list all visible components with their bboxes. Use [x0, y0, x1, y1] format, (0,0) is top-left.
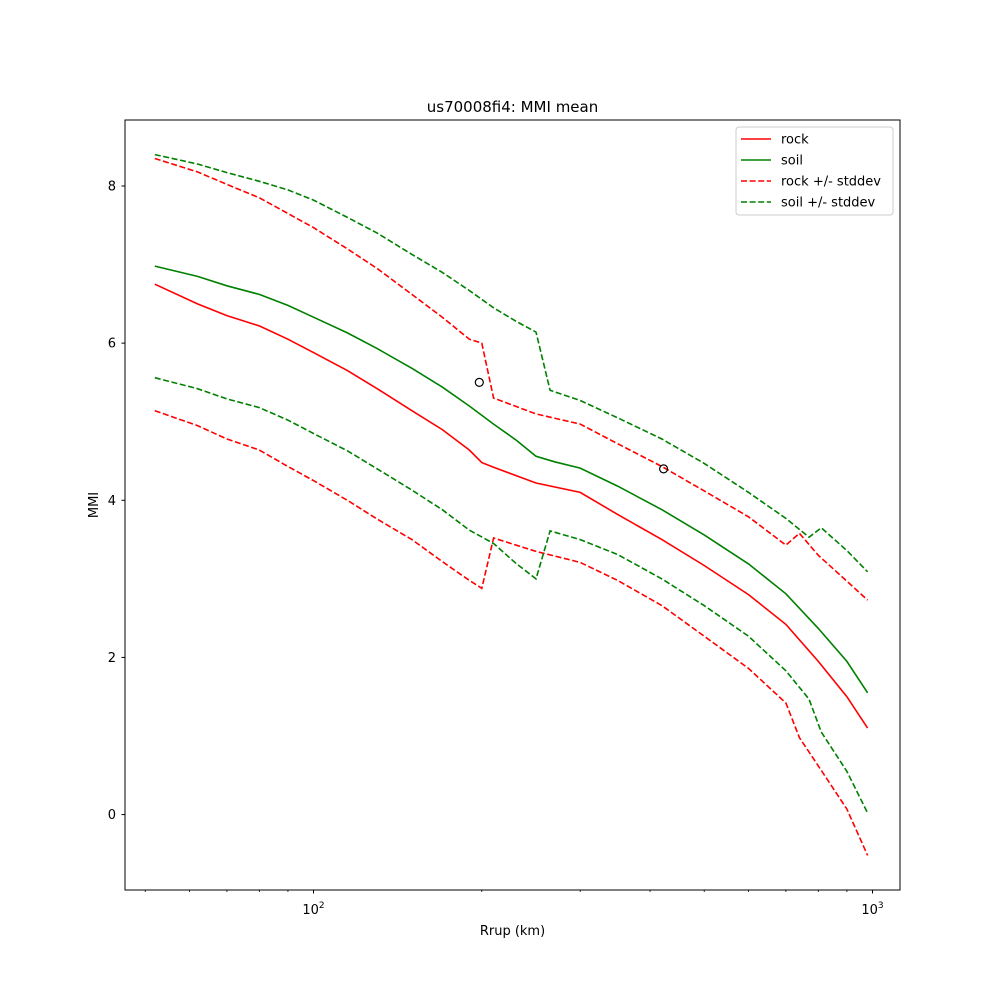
- series-line-3: [154, 153, 869, 573]
- legend-label-3: soil +/- stddev: [781, 196, 876, 211]
- axes-frame: [124, 119, 901, 891]
- y-axis-ticks: 0 2 4 6 8: [108, 180, 125, 823]
- series-line-4: [154, 409, 869, 856]
- series-layer: [154, 153, 869, 856]
- x-tick-label-0: 102: [302, 901, 324, 918]
- legend-box: [735, 126, 894, 216]
- series-line-2: [154, 157, 869, 601]
- legend-label-0: rock: [781, 133, 809, 148]
- x-tick-label-1: 103: [861, 901, 883, 918]
- observations-layer: [474, 377, 669, 474]
- observation-point-0: [474, 377, 484, 387]
- y-tick-label-0: 0: [108, 808, 116, 823]
- chart-title: us70008fi4: MMI mean: [427, 98, 598, 116]
- series-line-1: [154, 265, 869, 694]
- y-axis-label: MMI: [87, 492, 102, 518]
- x-axis-label: Rrup (km): [480, 924, 545, 939]
- y-tick-label-2: 4: [108, 494, 116, 509]
- x-axis-ticks: 102 103: [144, 890, 884, 918]
- observation-point-1: [658, 464, 669, 474]
- y-tick-label-4: 8: [108, 180, 116, 195]
- series-line-5: [154, 376, 869, 814]
- legend-label-1: soil: [781, 154, 803, 169]
- y-tick-label-3: 6: [108, 337, 116, 352]
- legend: rock soil rock +/- stddev soil +/- stddev: [735, 126, 894, 216]
- series-line-0: [154, 283, 869, 729]
- y-tick-label-1: 2: [108, 651, 116, 666]
- legend-label-2: rock +/- stddev: [781, 175, 881, 190]
